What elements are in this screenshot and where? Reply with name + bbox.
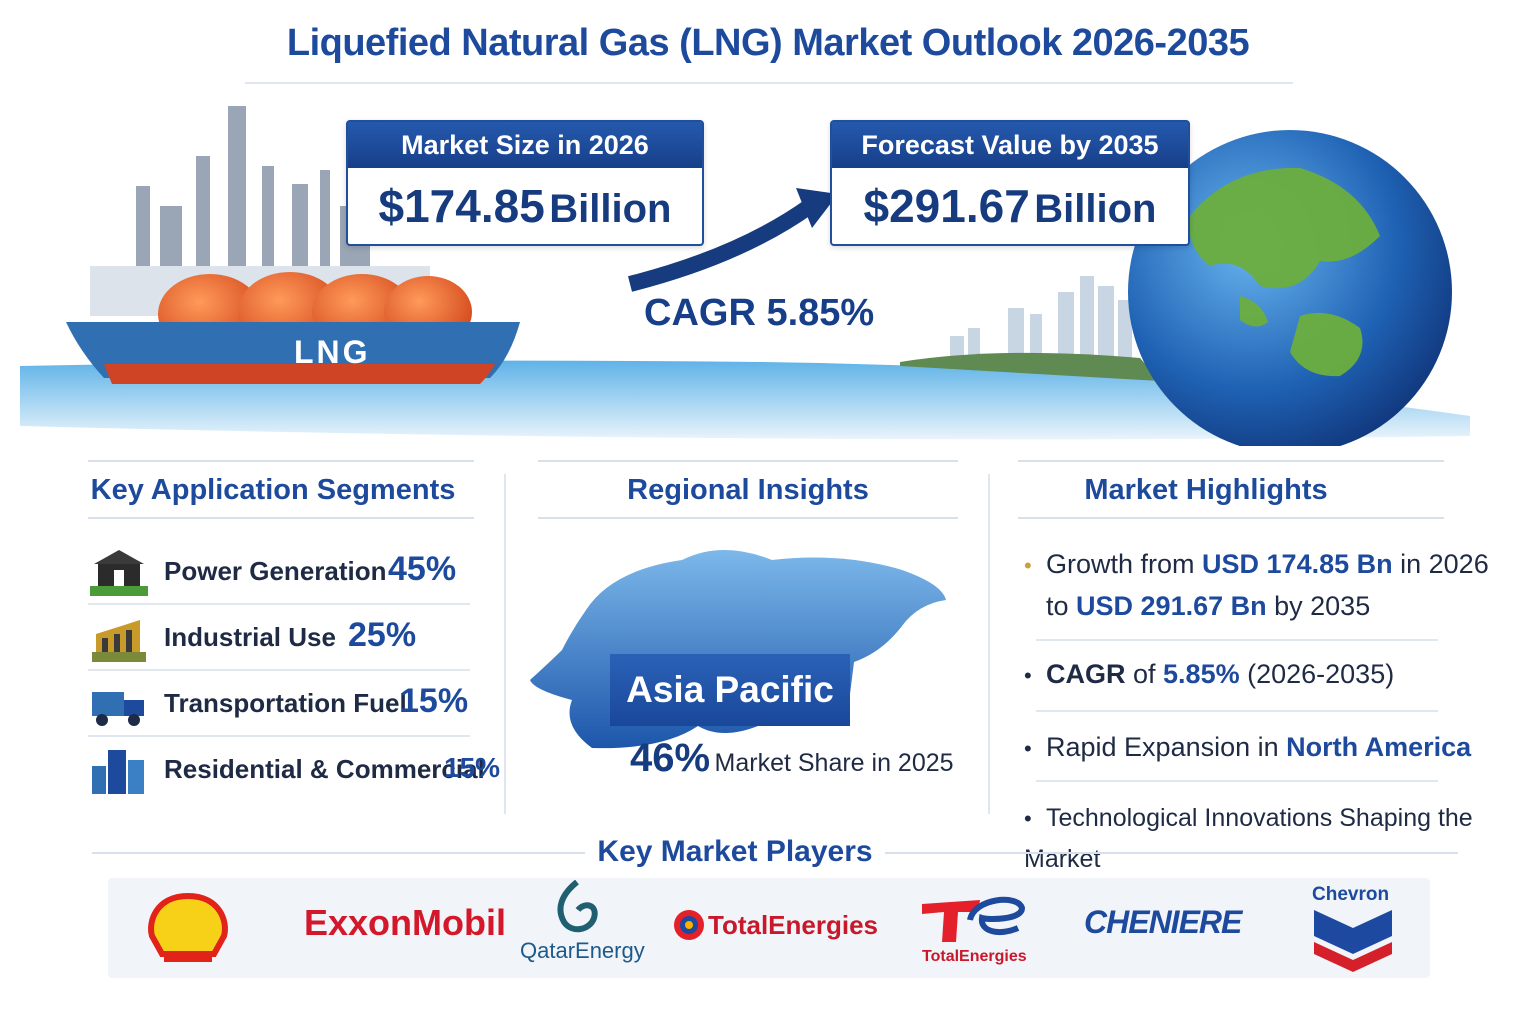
- highlight-divider: [1036, 780, 1438, 782]
- segment-percent: 15%: [400, 682, 469, 720]
- cagr-label: CAGR 5.85%: [644, 292, 875, 334]
- shell-logo: [148, 892, 228, 962]
- cheniere-logo: CHENIERE: [1084, 904, 1242, 940]
- segment-percent: 25%: [348, 616, 417, 654]
- bullet-icon: •: [1024, 553, 1032, 578]
- ship-label: LNG: [294, 334, 371, 370]
- segment-label: Industrial Use: [164, 622, 336, 652]
- highlights-title-rule: [1018, 517, 1444, 519]
- players-title: Key Market Players: [585, 828, 885, 876]
- forecast-unit: Billion: [1034, 187, 1157, 231]
- segment-divider: [88, 735, 470, 737]
- section-top-rule: [1018, 460, 1444, 462]
- segment-row: Transportation Fuel 15%: [88, 672, 474, 736]
- forecast-card: Forecast Value by 2035 $291.67 Billion: [830, 120, 1190, 246]
- totalenergies-logo: TotalEnergies: [922, 948, 1027, 965]
- bullet-icon: •: [1024, 806, 1032, 831]
- highlight-item: • Rapid Expansion in North America: [1024, 727, 1471, 769]
- market-size-card: Market Size in 2026 $174.85 Billion: [346, 120, 704, 246]
- market-size-label: Market Size in 2026: [348, 122, 702, 168]
- region-share-text: Market Share in 2025: [714, 749, 954, 777]
- segment-row: Residential & Commercial 15%: [88, 738, 508, 802]
- power-plant-icon: [90, 550, 148, 596]
- market-size-value: $174.85: [378, 180, 545, 232]
- segment-label: Residential & Commercial: [164, 754, 485, 784]
- buildings-icon: [92, 750, 144, 794]
- column-divider: [504, 474, 506, 814]
- regional-title-rule: [538, 517, 958, 519]
- segments-title-rule: [88, 517, 474, 519]
- totalenergies-logo-icon: [674, 910, 704, 940]
- highlight-item: • Growth from USD 174.85 Bn in 2026 to US…: [1024, 544, 1489, 626]
- qatarenergy-logo: QatarEnergy: [520, 938, 645, 963]
- exxonmobil-logo: ExxonMobil: [304, 902, 507, 943]
- segment-row: Power Generation 45%: [88, 540, 474, 604]
- section-top-rule: [88, 460, 474, 462]
- highlight-item: • CAGR of 5.85% (2026-2035): [1024, 654, 1394, 696]
- totalenergies-logo: TotalEnergies: [708, 910, 879, 940]
- forecast-value: $291.67: [863, 180, 1030, 232]
- factory-icon: [92, 620, 146, 662]
- page-title: Liquefied Natural Gas (LNG) Market Outlo…: [286, 22, 1250, 64]
- hero-banner: LNG Market Size in 2026 $174.85 Billion …: [0, 96, 1536, 446]
- city-skyline-icon: [950, 276, 1132, 362]
- segment-row: Industrial Use 25%: [88, 606, 474, 670]
- truck-icon: [92, 692, 144, 726]
- column-divider: [988, 474, 990, 814]
- segment-divider: [88, 603, 470, 605]
- segment-label: Power Generation: [164, 556, 387, 586]
- totalenergies-logo-icon: [922, 896, 1026, 942]
- segment-percent: 15%: [444, 752, 501, 783]
- bullet-icon: •: [1024, 736, 1032, 761]
- regional-title: Regional Insights: [627, 474, 869, 506]
- highlights-title: Market Highlights: [1084, 474, 1328, 506]
- refinery-icon: [136, 106, 370, 266]
- region-label: Asia Pacific: [610, 654, 850, 726]
- region-share-value: 46%: [630, 736, 711, 780]
- market-size-unit: Billion: [549, 187, 672, 231]
- qatarenergy-logo-icon: [557, 880, 598, 933]
- segment-percent: 45%: [388, 550, 457, 588]
- chevron-logo-icon: [1314, 910, 1392, 972]
- highlight-divider: [1036, 639, 1438, 641]
- region-share: 46% Market Share in 2025: [630, 736, 954, 781]
- chevron-logo: Chevron: [1312, 884, 1390, 905]
- segment-divider: [88, 669, 470, 671]
- hero-illustration: [20, 106, 1470, 446]
- players-strip: [108, 878, 1430, 978]
- highlight-item: • Technological Innovations Shaping the M…: [1024, 798, 1536, 879]
- growth-arrow-icon: [628, 199, 815, 292]
- bullet-icon: •: [1024, 663, 1032, 688]
- forecast-label: Forecast Value by 2035: [832, 122, 1188, 168]
- segment-label: Transportation Fuel: [164, 688, 407, 718]
- segments-title: Key Application Segments: [90, 474, 456, 506]
- title-divider: [245, 82, 1293, 84]
- section-top-rule: [538, 460, 958, 462]
- highlight-divider: [1036, 710, 1438, 712]
